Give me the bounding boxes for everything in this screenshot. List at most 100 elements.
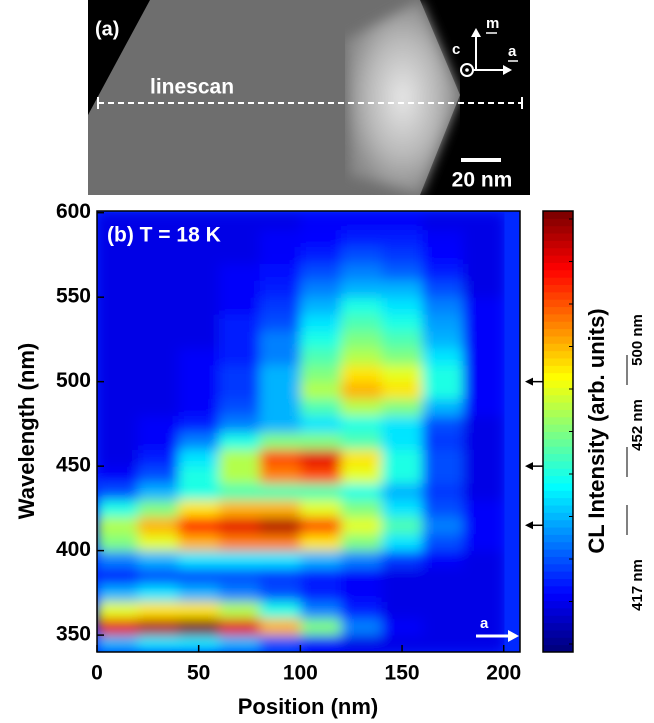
heat-cell — [219, 212, 261, 231]
y-axis-label: Wavelength (nm) — [14, 343, 39, 519]
heat-cell — [219, 330, 261, 349]
colorbar-frame — [542, 210, 574, 653]
heat-cell — [381, 347, 423, 366]
heat-cell — [259, 330, 301, 349]
heat-cell — [219, 483, 261, 501]
heat-cell — [300, 246, 342, 264]
heat-cell — [219, 550, 261, 569]
heat-cell — [300, 584, 342, 602]
colorbar-step — [543, 527, 573, 535]
heat-cell — [219, 516, 261, 535]
colorbar-step — [543, 269, 573, 278]
colorbar-step — [543, 394, 573, 403]
heat-cell — [381, 635, 423, 652]
heat-cell — [178, 516, 220, 535]
heat-cell — [463, 550, 505, 569]
annotation: 417 nm — [629, 559, 646, 611]
heat-cell — [463, 347, 505, 366]
heat-cell — [259, 297, 301, 315]
heat-cell — [463, 381, 505, 400]
colorbar-step — [543, 600, 573, 609]
colorbar-step — [543, 350, 573, 359]
heat-cell — [463, 483, 505, 501]
colorbar-step — [543, 453, 573, 462]
colorbar-step — [543, 416, 573, 425]
heat-cell — [341, 246, 383, 264]
colorbar-step — [543, 490, 573, 499]
heat-cell — [259, 601, 301, 619]
heat-cell — [97, 533, 139, 552]
direction-label: a — [480, 615, 489, 632]
colorbar-step — [543, 225, 573, 234]
heat-cell — [422, 314, 464, 332]
heat-cell — [97, 398, 139, 416]
heat-cell — [137, 212, 179, 231]
colorbar-step — [543, 321, 573, 330]
heat-cell — [97, 330, 139, 349]
heat-cell — [341, 297, 383, 315]
colorbar-step — [543, 247, 573, 256]
heat-cell — [259, 567, 301, 585]
colorbar-step — [543, 563, 573, 572]
heat-cell — [219, 381, 261, 400]
heat-cell — [463, 415, 505, 433]
heat-cell — [381, 381, 423, 400]
colorbar-step — [543, 233, 573, 241]
colorbar-step — [543, 644, 573, 653]
heat-cell — [137, 381, 179, 400]
heat-cell — [178, 381, 220, 400]
heat-cell — [178, 364, 220, 383]
heat-cell — [97, 618, 139, 636]
colorbar-step — [543, 593, 573, 602]
heat-cell — [137, 314, 179, 332]
heat-cell — [219, 229, 261, 247]
heat-cell — [341, 347, 383, 366]
heat-cell — [422, 229, 464, 247]
x-tick-label: 0 — [91, 662, 103, 685]
colorbar-step — [543, 306, 573, 315]
heat-cell — [178, 229, 220, 247]
heat-cell — [178, 347, 220, 366]
heat-cell — [381, 246, 423, 264]
heat-cell — [137, 601, 179, 619]
heat-cell — [422, 466, 464, 484]
heat-cell — [422, 483, 464, 501]
colorbar-step — [543, 240, 573, 249]
heat-cell — [300, 635, 342, 652]
arrowhead — [525, 521, 533, 530]
heat-cell — [259, 246, 301, 264]
heat-cell — [341, 432, 383, 450]
heat-cell — [300, 280, 342, 298]
heat-cell — [381, 229, 423, 247]
heat-cell — [341, 263, 383, 281]
heat-cell — [422, 601, 464, 619]
colorbar-step — [543, 380, 573, 388]
axis-c: c — [452, 41, 460, 58]
heat-cell — [178, 415, 220, 433]
colorbar-step — [543, 387, 573, 396]
heat-cell — [300, 381, 342, 400]
heat-cell — [463, 297, 505, 315]
heat-cell — [381, 449, 423, 467]
heat-cell — [341, 314, 383, 332]
heat-cell — [463, 499, 505, 518]
heat-cell — [97, 246, 139, 264]
heat-cell — [300, 432, 342, 450]
colorbar-step — [543, 505, 573, 513]
heat-cell — [178, 567, 220, 585]
heat-cell — [463, 449, 505, 467]
colorbar-step — [543, 262, 573, 271]
heat-cell — [422, 280, 464, 298]
colorbar-step — [543, 541, 573, 550]
heat-cell — [219, 364, 261, 383]
heat-cell — [97, 601, 139, 619]
colorbar-step — [543, 497, 573, 506]
heat-cell — [341, 449, 383, 467]
y-tick-label: 600 — [56, 200, 91, 223]
colorbar-step — [543, 313, 573, 322]
y-tick-label: 500 — [56, 369, 91, 392]
heat-cell — [178, 533, 220, 552]
colorbar-step — [543, 629, 573, 638]
heat-cell — [137, 483, 179, 501]
